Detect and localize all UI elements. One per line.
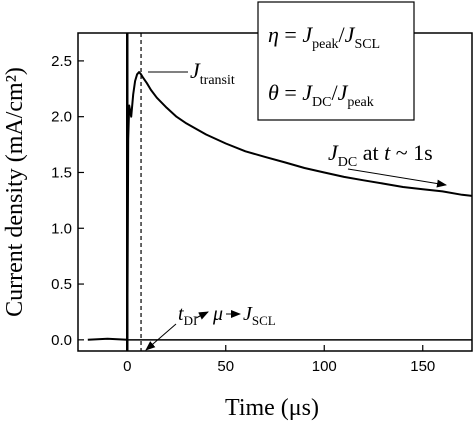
tdi-pointer <box>145 323 177 351</box>
eta-symbol: η <box>268 22 279 47</box>
theta-formula: θ = JDC/Jpeak <box>268 80 374 110</box>
series-layer <box>87 33 473 351</box>
y-tick-label: 0.5 <box>51 276 72 293</box>
tdi-label: tDI <box>178 303 197 328</box>
x-tick-label: 0 <box>123 358 131 375</box>
y-tick-label: 1.0 <box>51 220 72 237</box>
x-tick-label: 100 <box>312 358 337 375</box>
j-dc-label: JDC at t ~ 1s <box>328 140 433 170</box>
y-axis-ticks: 0.0 0.5 1.0 1.5 2.0 2.5 <box>51 53 84 349</box>
y-tick-label: 2.0 <box>51 109 72 126</box>
jscl-label: JSCL <box>243 303 276 328</box>
j-dc-arrow <box>347 168 447 188</box>
series-line <box>87 71 473 341</box>
y-axis-title: Current density (mA/cm²) <box>2 67 28 317</box>
ratio-box <box>257 1 415 121</box>
x-tick-label: 50 <box>217 358 234 375</box>
theta-symbol: θ <box>268 80 279 105</box>
y-tick-label: 1.5 <box>51 164 72 181</box>
x-axis-title: Time (μs) <box>225 395 319 421</box>
j-transit-label: Jtransit <box>190 58 235 88</box>
x-tick-label: 150 <box>410 358 435 375</box>
eta-formula: η = Jpeak/JSCL <box>268 22 380 52</box>
tdi-mu-arrow <box>195 311 209 320</box>
y-tick-label: 2.5 <box>51 53 72 70</box>
y-tick-label: 0.0 <box>51 332 72 349</box>
x-axis-ticks: 0 50 100 150 <box>123 345 435 375</box>
mu-label: μ <box>212 303 223 325</box>
